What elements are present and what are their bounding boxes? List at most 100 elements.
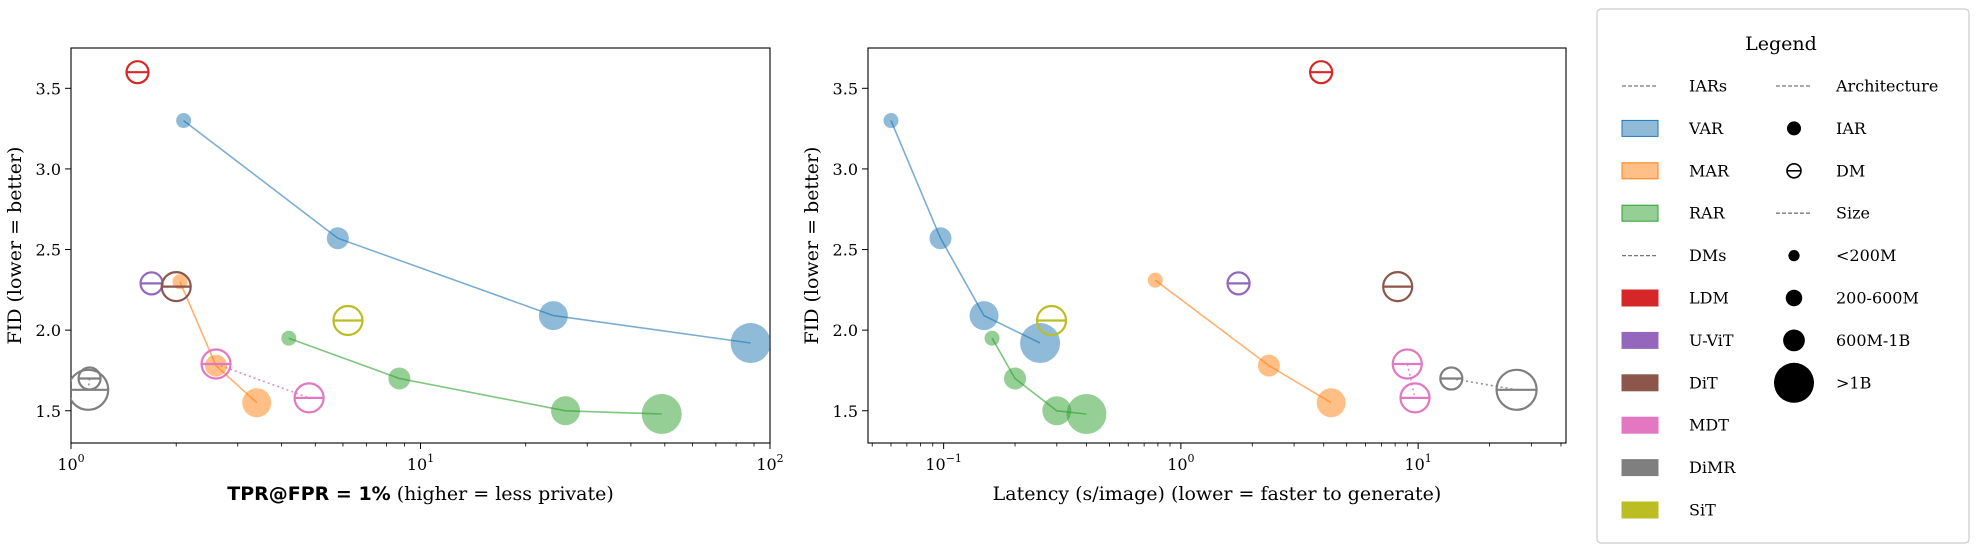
point-rar bbox=[1066, 393, 1107, 434]
legend-label: RAR bbox=[1689, 204, 1726, 223]
x-tick-exponent: 1 bbox=[1425, 452, 1432, 465]
point-mar bbox=[1257, 354, 1280, 377]
legend-label: DMs bbox=[1689, 246, 1726, 265]
point-var bbox=[326, 227, 349, 250]
x-tick-exponent: −1 bbox=[946, 452, 962, 465]
point-ldm bbox=[1309, 60, 1334, 85]
legend-color-patch bbox=[1621, 416, 1659, 434]
legend-entry-iars: IARs bbox=[1622, 77, 1727, 96]
point-rar bbox=[1042, 396, 1072, 426]
y-tick-label: 3.0 bbox=[36, 160, 61, 179]
legend: Legend IARs VAR MAR RAR DMs LDM U-ViT DiT MDT DiMR… bbox=[1596, 8, 1970, 544]
point-rar bbox=[984, 330, 1000, 346]
x-tick-base: 10 bbox=[1167, 455, 1187, 474]
point-u-vit bbox=[1226, 271, 1251, 296]
legend-entry-200-600m: 200-600M bbox=[1785, 289, 1919, 308]
series-line-dimr bbox=[87, 378, 91, 390]
x-axis-label-bold: TPR@FPR = 1% bbox=[227, 483, 390, 505]
plot-area bbox=[71, 60, 770, 434]
point-var bbox=[538, 301, 568, 331]
legend-entry-architecture: Architecture bbox=[1776, 77, 1938, 96]
x-tick-base: 10 bbox=[1404, 455, 1424, 474]
legend-label: DM bbox=[1836, 161, 1865, 180]
legend-label: MDT bbox=[1689, 416, 1729, 435]
legend-label: DiMR bbox=[1689, 458, 1736, 477]
point-dit bbox=[160, 271, 192, 303]
y-tick-label: 3.5 bbox=[36, 79, 61, 98]
legend-entry-dit: DiT bbox=[1621, 373, 1718, 392]
point-dimr bbox=[1439, 366, 1464, 391]
point-rar bbox=[388, 367, 411, 390]
legend-entry-size: Size bbox=[1776, 204, 1870, 223]
point-mar bbox=[205, 354, 228, 377]
legend-label: Size bbox=[1836, 204, 1870, 223]
series-line-var bbox=[890, 120, 1041, 344]
legend-color-patch bbox=[1621, 459, 1659, 477]
x-tick-base: 10 bbox=[57, 455, 77, 474]
series-line-mar bbox=[1154, 279, 1332, 404]
y-tick-label: 2.5 bbox=[833, 241, 858, 260]
legend-label: <200M bbox=[1836, 246, 1896, 265]
x-tick-label: 100 bbox=[57, 452, 84, 474]
point-u-vit bbox=[139, 271, 164, 296]
legend-entry-var: VAR bbox=[1621, 119, 1724, 138]
point-mdt bbox=[1391, 348, 1423, 380]
legend-title: Legend bbox=[1745, 33, 1817, 55]
plot-frame bbox=[70, 47, 771, 444]
point-var bbox=[176, 113, 192, 129]
plot-area bbox=[883, 60, 1538, 434]
legend-iar-marker bbox=[1787, 121, 1801, 136]
y-tick-label: 3.0 bbox=[833, 160, 858, 179]
point-sit bbox=[332, 304, 364, 337]
plot-frame bbox=[867, 47, 1567, 444]
point-var bbox=[730, 323, 770, 364]
legend-label: LDM bbox=[1689, 289, 1729, 308]
legend-label: 600M-1B bbox=[1836, 331, 1910, 350]
legend-entry-rar: RAR bbox=[1621, 204, 1726, 223]
legend-entry-600m-1b: 600M-1B bbox=[1783, 329, 1910, 352]
legend-entry-ldm: LDM bbox=[1621, 289, 1729, 308]
series-line-mar bbox=[179, 281, 258, 404]
legend-size-marker bbox=[1774, 362, 1814, 403]
x-tick-base: 10 bbox=[925, 455, 945, 474]
legend-color-patch bbox=[1621, 501, 1659, 519]
legend-entry-mdt: MDT bbox=[1621, 416, 1729, 435]
x-tick-exponent: 0 bbox=[1188, 452, 1195, 465]
point-mar bbox=[1316, 388, 1346, 418]
y-tick-label: 1.5 bbox=[36, 402, 61, 421]
x-tick-label: 100 bbox=[1167, 452, 1194, 474]
point-dimr bbox=[71, 368, 110, 411]
legend-label: IAR bbox=[1836, 119, 1867, 138]
x-axis-label: Latency (s/image) (lower = faster to gen… bbox=[993, 483, 1442, 505]
point-rar bbox=[641, 393, 682, 434]
legend-size-marker bbox=[1788, 249, 1800, 262]
y-axis-label: FID (lower = better) bbox=[4, 147, 26, 345]
legend-label: 200-600M bbox=[1836, 289, 1919, 308]
legend-label: MAR bbox=[1689, 161, 1730, 180]
point-var bbox=[883, 113, 899, 129]
point-rar bbox=[551, 396, 581, 426]
x-tick-base: 10 bbox=[756, 455, 776, 474]
legend-label: U-ViT bbox=[1689, 331, 1734, 350]
point-var bbox=[969, 301, 999, 331]
x-tick-label: 101 bbox=[407, 452, 434, 474]
legend-label: >1B bbox=[1836, 373, 1871, 392]
legend-color-patch bbox=[1621, 162, 1659, 180]
point-rar bbox=[1004, 367, 1027, 390]
y-axis-label: FID (lower = better) bbox=[801, 147, 823, 345]
series-line-mdt bbox=[215, 363, 310, 399]
x-tick-base: 10 bbox=[407, 455, 427, 474]
legend-entry-u-vit: U-ViT bbox=[1621, 331, 1734, 350]
point-var bbox=[929, 227, 952, 250]
point-rar bbox=[281, 330, 297, 346]
point-mar bbox=[242, 388, 272, 418]
series-line-rar bbox=[288, 337, 662, 415]
y-tick-label: 1.5 bbox=[833, 402, 858, 421]
point-ldm bbox=[125, 60, 150, 85]
legend-entry-200m: <200M bbox=[1788, 246, 1896, 265]
legend-color-patch bbox=[1621, 119, 1659, 137]
x-tick-label: 101 bbox=[1404, 452, 1431, 474]
legend-entry-dms: DMs bbox=[1622, 246, 1726, 265]
